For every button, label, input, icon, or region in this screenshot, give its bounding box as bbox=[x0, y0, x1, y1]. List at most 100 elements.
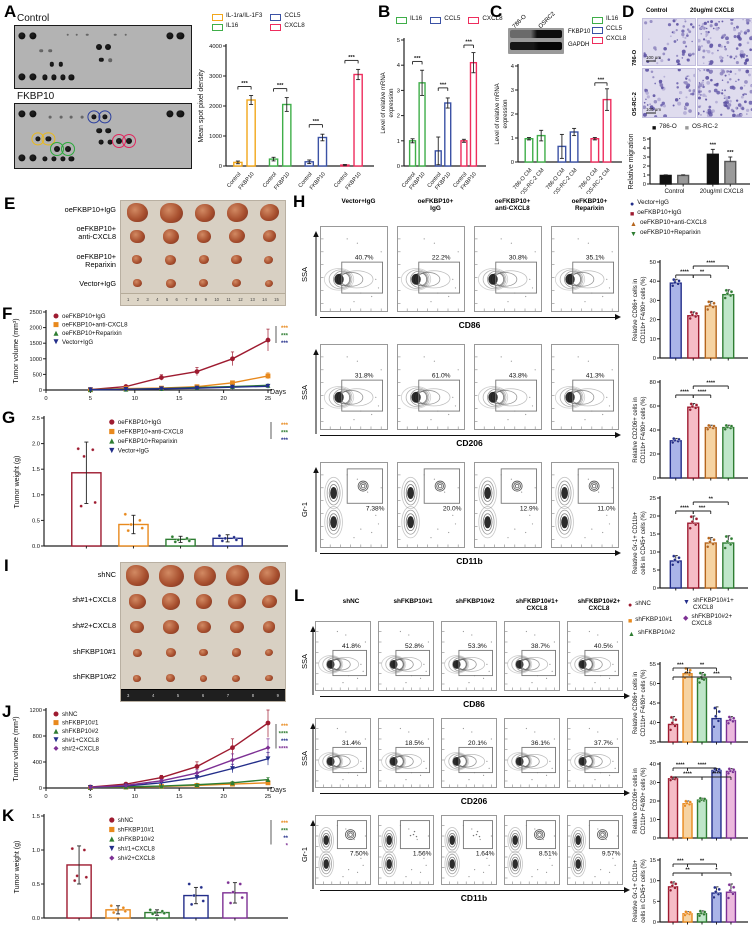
flow-plot-cell: 61.0% bbox=[397, 344, 465, 435]
sig-star: **** bbox=[698, 390, 708, 396]
sig-star: **** bbox=[683, 772, 693, 778]
legend-label: CXCL8 bbox=[284, 23, 304, 30]
blot-spot bbox=[29, 73, 36, 80]
y-tick: 10 bbox=[650, 818, 656, 824]
ruler-number: 7 bbox=[185, 297, 187, 302]
tumor-specimen bbox=[227, 203, 248, 222]
blot-spot bbox=[166, 111, 173, 118]
tumor-specimen bbox=[228, 594, 245, 610]
blot-spot bbox=[126, 138, 132, 144]
legend-label: oeFKBP10+Reparixin bbox=[640, 230, 701, 237]
tumor-specimen bbox=[199, 255, 209, 264]
sig-star: **** bbox=[676, 763, 686, 769]
y-tick: 2500 bbox=[30, 310, 42, 316]
x-tick: 5 bbox=[89, 794, 92, 800]
tumor-specimen bbox=[195, 204, 215, 222]
tumor-specimen bbox=[265, 649, 273, 656]
blot-spot bbox=[70, 115, 73, 118]
flow-row: SSA 40.7% 22.2% 30.8% 35.1% bbox=[300, 226, 630, 317]
bar-chart-svg: 0 1000 2000 3000 4000 Mean spot pixel density… bbox=[196, 36, 376, 194]
flow-y-axis-label: SSA bbox=[300, 723, 309, 793]
flow-cytometry-plot: 36.1% bbox=[504, 718, 560, 788]
y-axis-label: CD11b+ F4/80+ cells (%) bbox=[641, 670, 647, 737]
bar-chart-svg: 0.00.51.01.52.02.5Tumor weight (g)oeFKBP… bbox=[12, 414, 290, 554]
y-tick: 4000 bbox=[209, 44, 222, 50]
y-tick: 0 bbox=[653, 356, 656, 362]
y-tick: 5 bbox=[397, 38, 400, 44]
tumor-row-labels: shNC sh#1+CXCL8 sh#2+CXCL8 shFKBP10#1 shFKBP… bbox=[0, 562, 120, 702]
blot-spot bbox=[49, 115, 52, 118]
flow-plot-cell: 31.4% bbox=[315, 718, 371, 793]
ruler-number: 5 bbox=[177, 693, 179, 698]
scale-bar-label: 100 μm bbox=[646, 55, 661, 60]
flow-plot-cell: 1.64% bbox=[441, 815, 497, 890]
group-label: 20ug/ml CXCL8 bbox=[700, 188, 744, 195]
y-axis-label: Relative CD86+ cells in bbox=[633, 279, 639, 341]
legend-label: Vector+IgG bbox=[637, 200, 669, 207]
legend-item: CXCL8 bbox=[270, 23, 304, 31]
tumor-specimen bbox=[265, 675, 272, 681]
flow-plot-cell: 20.0% bbox=[397, 462, 465, 553]
legend-label: sh#1+CXCL8 bbox=[62, 737, 100, 744]
y-tick: 40 bbox=[650, 428, 656, 434]
y-tick: 4 bbox=[397, 63, 401, 69]
y-tick: 40 bbox=[650, 762, 656, 768]
flow-y-axis-label: Gr-1 bbox=[300, 820, 309, 890]
stained-cells: 100 μm bbox=[643, 19, 695, 65]
flow-plot-cell: 30.8% bbox=[474, 226, 542, 317]
y-tick: 0.0 bbox=[32, 544, 40, 550]
legend-marker-rect bbox=[270, 14, 281, 21]
legend-item: ● Vector+IgG bbox=[630, 200, 707, 208]
gate-percentage: 18.5% bbox=[405, 740, 424, 747]
tumor-specimen bbox=[133, 675, 141, 682]
legend-label: shFKBP10#1 bbox=[62, 720, 99, 727]
flow-plot-cell: 12.9% bbox=[474, 462, 542, 553]
flow-cytometry-plot: 61.0% bbox=[397, 344, 465, 430]
tumor-row-label: shFKBP10#2 bbox=[0, 673, 116, 681]
sig-star: *** bbox=[677, 663, 684, 669]
tumor-row bbox=[121, 589, 285, 615]
y-tick: 0 bbox=[39, 388, 42, 394]
flow-column-title: shNC bbox=[320, 598, 382, 612]
legend-item: IL16 bbox=[212, 23, 262, 31]
blot-spot bbox=[40, 49, 44, 53]
flow-plot-cell: 22.2% bbox=[397, 226, 465, 317]
flow-cytometry-plot: 41.3% bbox=[551, 344, 619, 430]
legend-marker-tri-down: ▼ bbox=[630, 231, 637, 238]
y-tick: 35 bbox=[650, 740, 656, 746]
flow-cytometry-plot: 9.57% bbox=[567, 815, 623, 885]
legend-marker-rect bbox=[270, 24, 281, 31]
tumor-specimen bbox=[159, 565, 184, 587]
legend-label: shNC bbox=[62, 711, 78, 718]
tumor-specimen bbox=[263, 621, 276, 632]
ruler-number: 7 bbox=[227, 693, 229, 698]
tumor-row bbox=[121, 225, 285, 249]
flow-plot-cell: 40.5% bbox=[567, 621, 623, 696]
flow-row: Gr-1 7.50% 1.56% 1.64% 8.51% 9.57% bbox=[300, 815, 630, 890]
panel-a-chart: 0 1000 2000 3000 4000 Mean spot pixel density… bbox=[196, 36, 376, 194]
y-tick: 4 bbox=[511, 64, 515, 70]
tumor-specimen bbox=[230, 621, 244, 634]
legend-item: ● shNC bbox=[628, 601, 675, 609]
flow-cytometry-plot: 53.3% bbox=[441, 621, 497, 691]
scale-bar-label: 100 μm bbox=[646, 107, 661, 112]
tumor-specimen bbox=[197, 230, 211, 243]
gate-percentage: 30.8% bbox=[509, 255, 528, 262]
flow-plot-cell: 38.7% bbox=[504, 621, 560, 696]
line-chart-svg: 040080012000 5 10 15 20 25Tumor volume (mm³)D… bbox=[10, 704, 290, 806]
y-tick: 1.0 bbox=[32, 848, 40, 854]
flow-x-axis-label: CD11b bbox=[320, 556, 619, 566]
blot-spot bbox=[108, 58, 112, 62]
tumor-row-labels: oeFKBP10+IgG oeFKBP10+ anti-CXCL8 oeFKBP10… bbox=[0, 200, 120, 306]
legend-marker-diamond: ◆ bbox=[683, 615, 688, 622]
flow-cytometry-plot: 41.8% bbox=[315, 621, 371, 691]
legend-marker-rect bbox=[468, 17, 479, 24]
flow-x-axis: CD206 bbox=[320, 435, 619, 448]
y-tick: 20 bbox=[650, 799, 656, 805]
bar-chart-svg: 3540455055Relative CD86+ cells in CD11b+ … bbox=[630, 652, 750, 748]
flow-cytometry-plot: 43.8% bbox=[474, 344, 542, 430]
panel-h-cd86-chart: 0 10 20 30 40 50 Relative CD86+ cells in CD11b+… bbox=[630, 250, 750, 364]
bar-chart-svg: 051015Relative Gr-1+ CD11b+ cells in CD45… bbox=[630, 848, 750, 928]
panel-c-chart: 0 1 2 3 4 Level of relative mRNA expression ***… bbox=[492, 58, 624, 194]
y-axis-label: Tumor weight (g) bbox=[14, 841, 21, 894]
